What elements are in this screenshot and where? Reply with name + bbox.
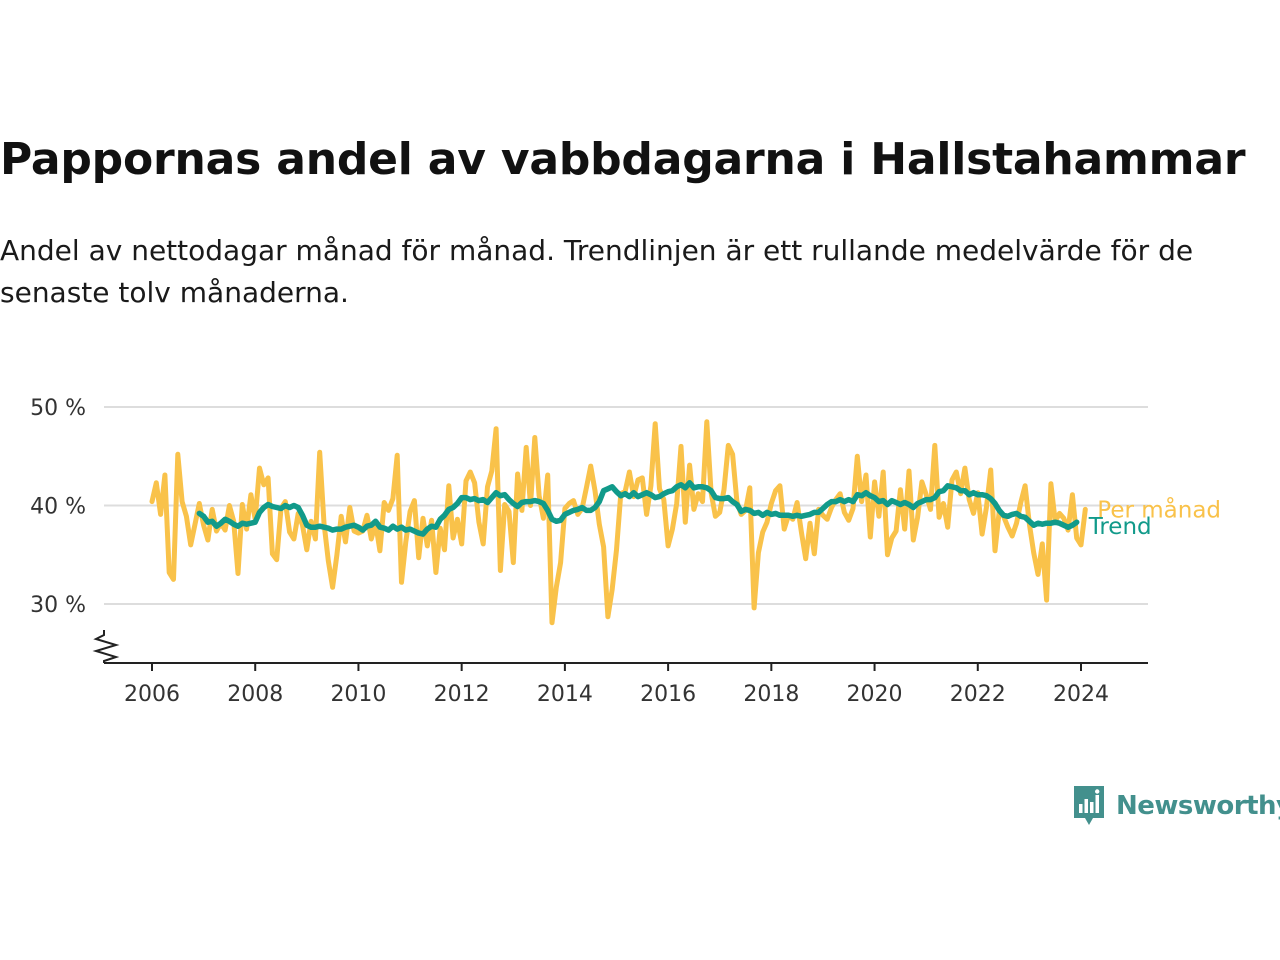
y-tick-label: 30 %	[30, 593, 86, 618]
x-tick-label: 2018	[743, 682, 799, 707]
axis-break-icon	[92, 630, 120, 663]
series-line-per-manad	[149, 419, 1088, 626]
y-tick-label: 50 %	[30, 396, 86, 421]
newsworthy-logo-icon	[1074, 786, 1104, 825]
axes: 30 % 40 % 50 % 2006 2008 2010 2012 2014 2016 2018…	[30, 396, 1148, 707]
x-tick-label: 2022	[950, 682, 1006, 707]
series-line-trend	[196, 480, 1080, 537]
chart-title: Pappornas andel av vabbdagarna i Hallsta…	[0, 134, 1246, 185]
series-lines	[149, 419, 1088, 626]
x-tick-label: 2006	[124, 682, 180, 707]
x-tick-label: 2016	[640, 682, 696, 707]
line-chart: 30 % 40 % 50 % 2006 2008 2010 2012 2014 2016 2018…	[30, 396, 1221, 707]
x-tick-label: 2010	[330, 682, 386, 707]
brand-name: Newsworthy	[1116, 791, 1280, 821]
series-label-trend: Trend	[1088, 514, 1152, 540]
x-tick-label: 2012	[434, 682, 490, 707]
y-tick-label: 40 %	[30, 495, 86, 520]
x-tick-label: 2014	[537, 682, 593, 707]
series-label-per-manad: Per månad	[1097, 495, 1221, 523]
brand-logo[interactable]: Newsworthy	[1072, 784, 1280, 828]
x-tick-label: 2024	[1053, 682, 1109, 707]
chart-subtitle: Andel av nettodagar månad för månad. Tre…	[0, 234, 1194, 309]
x-tick-label: 2020	[847, 682, 903, 707]
x-tick-label: 2008	[227, 682, 283, 707]
